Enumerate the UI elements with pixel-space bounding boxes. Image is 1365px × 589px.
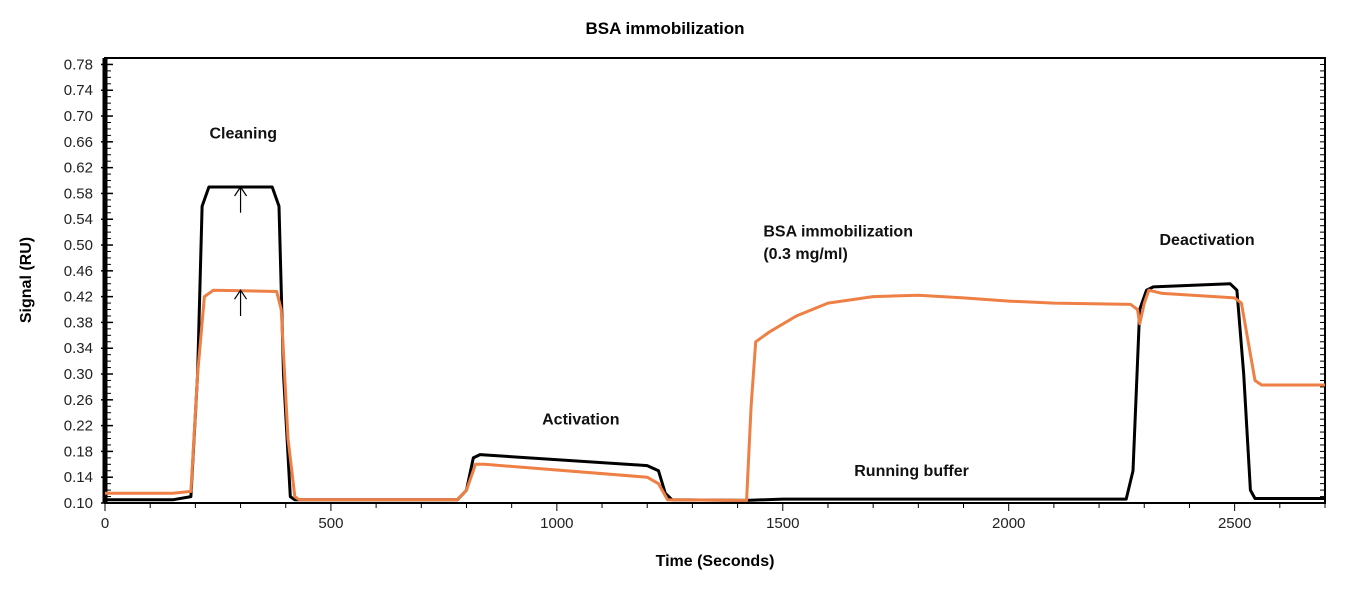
y-tick-label: 0.50: [64, 237, 93, 254]
y-tick-label: 0.58: [64, 185, 93, 202]
x-tick-label: 1500: [766, 515, 799, 532]
series-lines: [105, 185, 1325, 502]
annotation-label: Running buffer: [854, 463, 969, 480]
y-tick-label: 0.10: [64, 495, 93, 512]
x-tick-label: 2500: [1218, 515, 1251, 532]
annotation-label: Activation: [542, 411, 619, 428]
series-line-black: [105, 185, 1325, 502]
series-line-orange: [105, 288, 1325, 502]
y-tick-label: 0.42: [64, 289, 93, 306]
y-tick-label: 0.78: [64, 56, 93, 73]
y-tick-label: 0.18: [64, 443, 93, 460]
y-tick-label: 0.54: [64, 211, 93, 228]
y-tick-label: 0.22: [64, 418, 93, 435]
x-axis-label: Time (Seconds): [656, 553, 775, 570]
axes: 0.10 0.14 0.18 0.22 0.26 0.30 0.34 0.38 0.42 0.46…: [64, 56, 1326, 532]
y-tick-label: 0.74: [64, 82, 93, 99]
y-tick-label: 0.26: [64, 392, 93, 409]
y-tick-label: 0.70: [64, 108, 93, 125]
arrow-up-icon: [234, 289, 248, 316]
y-tick-label: 0.38: [64, 314, 93, 331]
x-tick-label: 2000: [992, 515, 1025, 532]
annotations: Cleaning Activation BSA immobilization (0.3…: [209, 126, 1254, 480]
y-tick-label: 0.46: [64, 263, 93, 280]
y-tick-label: 0.30: [64, 366, 93, 383]
x-tick-label: 0: [101, 515, 109, 532]
annotation-label: Deactivation: [1159, 232, 1254, 249]
chart-title: BSA immobilization: [586, 19, 745, 38]
y-tick-label: 0.62: [64, 160, 93, 177]
y-tick-label: 0.66: [64, 134, 93, 151]
annotation-label: (0.3 mg/ml): [763, 246, 847, 263]
arrow-up-icon: [234, 185, 248, 213]
x-tick-label: 1000: [540, 515, 573, 532]
y-tick-label: 0.14: [64, 469, 93, 486]
y-tick-label: 0.34: [64, 340, 93, 357]
x-tick-label: 500: [318, 515, 343, 532]
annotation-label: BSA immobilization: [763, 224, 913, 241]
y-axis-label: Signal (RU): [18, 237, 35, 323]
annotation-label: Cleaning: [209, 126, 277, 143]
